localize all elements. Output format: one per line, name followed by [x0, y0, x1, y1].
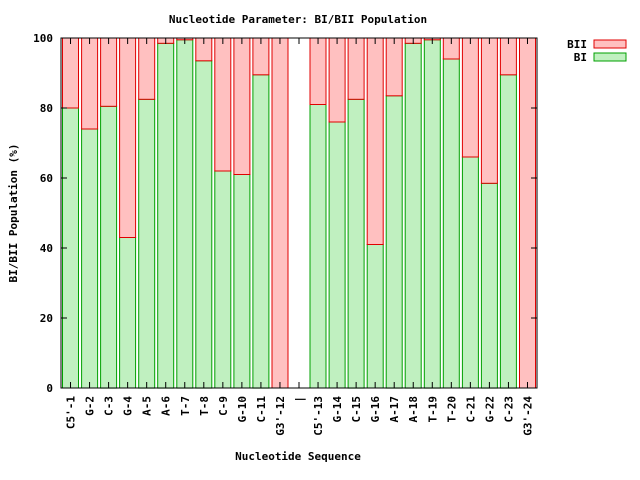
x-tick-label: C-3	[103, 396, 116, 416]
y-tick-label: 0	[46, 382, 53, 395]
bar-bi-T-7	[176, 39, 194, 389]
x-tick-label: T-8	[198, 396, 211, 416]
x-tick-label: G-4	[122, 396, 135, 416]
bar-bii-C-3	[100, 37, 118, 107]
x-axis-label: Nucleotide Sequence	[235, 450, 361, 463]
bar-bi-C-9	[214, 170, 232, 389]
bar-bi-C5'-13	[309, 104, 327, 389]
bar-bi-G-10	[233, 174, 251, 389]
legend-label-BII: BII	[567, 38, 587, 51]
y-tick-label: 60	[40, 172, 53, 185]
x-tick-label: G-22	[483, 396, 496, 423]
x-tick-label: G3'-12	[274, 396, 287, 436]
bar-bii-C-15	[347, 37, 365, 100]
x-tick-label: T-20	[445, 396, 458, 423]
x-tick-label: A-5	[141, 396, 154, 416]
legend-swatch-BI	[593, 52, 627, 62]
x-tick-label: T-19	[426, 396, 439, 423]
bar-bi-C-21	[461, 156, 479, 389]
x-tick-label: C-15	[350, 396, 363, 423]
bars-group	[62, 37, 536, 389]
x-tick-label: A-18	[407, 396, 420, 423]
bar-bi-A-5	[138, 98, 156, 389]
y-tick-label: 80	[40, 102, 53, 115]
x-tick-label: C5'-1	[65, 396, 78, 429]
bar-bi-A-18	[404, 42, 422, 389]
x-tick-label: C5'-13	[312, 396, 325, 436]
bar-bii-A-5	[138, 37, 156, 100]
bar-bi-C-3	[100, 105, 118, 389]
bar-bi-C-15	[347, 98, 365, 389]
bar-bii-G3'-24	[519, 37, 536, 389]
bar-bi-G-16	[366, 244, 384, 389]
y-tick-labels: 0 20 40 60 80 100	[33, 32, 53, 395]
bar-bi-A-6	[157, 42, 175, 389]
legend-label-BI: BI	[574, 51, 587, 64]
y-tick-label: 100	[33, 32, 53, 45]
y-axis-label: BI/BII Population (%)	[7, 143, 20, 282]
x-tick-label: G-14	[331, 396, 344, 423]
x-tick-label: A-6	[160, 396, 173, 416]
legend-swatch-BII	[593, 39, 627, 49]
bar-bi-G-4	[119, 237, 137, 389]
x-tick-label: A-17	[388, 396, 401, 423]
bar-bi-T-19	[423, 39, 441, 389]
bar-bii-G-10	[233, 37, 251, 175]
bar-bi-T-8	[195, 60, 213, 389]
bar-bi-G-2	[81, 128, 99, 389]
bar-bii-G-16	[366, 37, 384, 245]
bar-bii-C-21	[461, 37, 479, 158]
bar-bii-A-17	[385, 37, 403, 97]
bar-bi-C-11	[252, 74, 270, 389]
x-tick-label: G-16	[369, 396, 382, 423]
x-tick-labels: C5'-1 G-2 C-3 G-4 A-5 A-6 T-7 T-8 C-9 G-10 C-11 G3'…	[65, 396, 535, 436]
bar-bii-G-14	[328, 37, 346, 123]
bar-bii-C-9	[214, 37, 232, 172]
chart-title: Nucleotide Parameter: BI/BII Population	[169, 13, 427, 26]
bar-bii-C5'-1	[62, 37, 79, 109]
bar-bii-G3'-12	[271, 37, 289, 389]
y-tick-label: 20	[40, 312, 53, 325]
bar-bi-A-17	[385, 95, 403, 389]
bar-bi-C-23	[499, 74, 517, 389]
y-tick-label: 40	[40, 242, 53, 255]
x-tick-label: G3'-24	[522, 396, 535, 436]
x-tick-label: T-7	[179, 396, 192, 416]
x-tick-label: C-23	[502, 396, 515, 423]
x-tick-label: C-11	[255, 396, 268, 423]
bar-bii-G-22	[480, 37, 498, 184]
x-tick-label: G-10	[236, 396, 249, 423]
bar-bii-C5'-13	[309, 37, 327, 105]
x-tick-label: C-21	[464, 396, 477, 423]
bar-bi-G-22	[480, 182, 498, 389]
axes-group	[60, 37, 538, 389]
bar-bi-T-20	[442, 58, 460, 389]
bar-bii-G-2	[81, 37, 99, 130]
x-tick-label: |	[293, 396, 306, 403]
bar-bi-G-14	[328, 121, 346, 389]
x-tick-label: G-2	[84, 396, 97, 416]
x-tick-label: C-9	[217, 396, 230, 416]
bar-bii-G-4	[119, 37, 137, 238]
